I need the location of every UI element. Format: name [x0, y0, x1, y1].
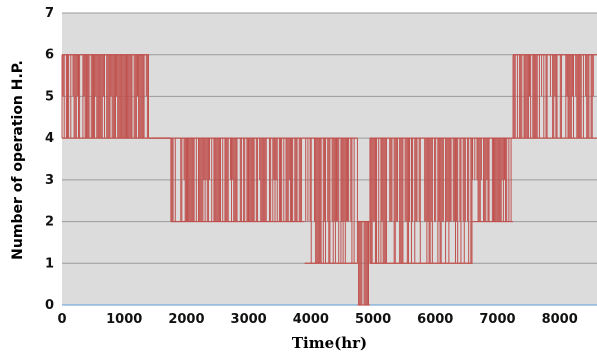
- y-tick-label: 6: [45, 48, 54, 63]
- series-segment: [357, 220, 370, 306]
- y-axis-title: Number of operation H.P.: [10, 60, 26, 260]
- y-tick-label: 3: [45, 173, 54, 188]
- y-tick-label: 5: [45, 89, 54, 104]
- x-tick-label: 2000: [168, 312, 204, 327]
- x-tick-label: 6000: [417, 312, 453, 327]
- x-tick-label: 0: [57, 312, 66, 327]
- y-tick-labels: 0 1 2 3 4 5 6 7: [45, 6, 54, 313]
- x-tick-label: 1000: [106, 312, 142, 327]
- series-segment: [512, 54, 597, 139]
- y-tick-label: 0: [45, 298, 54, 313]
- x-tick-label: 5000: [355, 312, 391, 327]
- series-segment: [248, 137, 305, 223]
- x-axis-title: Time(hr): [292, 334, 367, 352]
- series-segment: [86, 54, 150, 139]
- series-segment: [61, 54, 87, 139]
- x-tick-labels: 0 1000 2000 3000 4000 5000 6000 7000 8000: [57, 312, 577, 327]
- x-tick-label: 4000: [293, 312, 329, 327]
- series-segment: [185, 137, 249, 223]
- y-tick-label: 7: [45, 6, 54, 21]
- series-segment: [369, 137, 411, 264]
- series-segment: [304, 137, 358, 264]
- y-tick-label: 1: [45, 256, 54, 271]
- x-tick-label: 3000: [231, 312, 267, 327]
- x-tick-label: 7000: [479, 312, 515, 327]
- series-segment: [472, 137, 514, 223]
- x-tick-label: 8000: [542, 312, 578, 327]
- data-series: [61, 54, 597, 306]
- series-segment: [410, 137, 473, 264]
- y-tick-label: 4: [45, 131, 54, 146]
- y-tick-label: 2: [45, 215, 54, 230]
